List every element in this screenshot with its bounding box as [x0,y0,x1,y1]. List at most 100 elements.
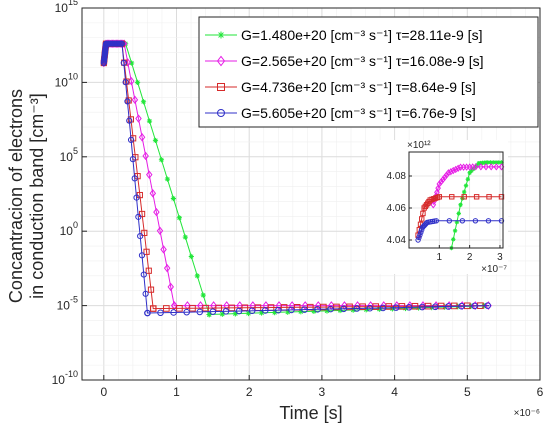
series-marker [306,303,314,311]
inset-series-marker [419,216,425,222]
series-marker [324,307,330,314]
series-marker [379,304,387,312]
series-marker [402,305,409,312]
inset-series-marker [485,218,492,224]
x-tick-label: 6 [537,385,544,399]
inset-series-marker [443,171,450,179]
series-marker [142,151,149,161]
series-marker [120,59,127,67]
series-marker [125,97,132,104]
inset-series-marker [440,175,446,184]
series-marker [137,232,144,240]
series-marker [248,307,256,315]
series-marker [167,282,174,292]
inset-series-marker [423,220,429,227]
series-marker [135,114,142,123]
inset-series-marker [415,237,421,243]
legend-label: G=1.480e+20 [cm⁻³ s⁻¹] τ=28.11e-9 [s] [241,27,482,43]
series-marker [170,309,177,316]
inset-series-marker [469,168,474,174]
inset-x-tick-label: 1 [437,252,443,263]
series-marker [156,226,164,235]
y-tick-label: 10-10 [52,369,78,387]
series-marker [182,234,188,240]
series-marker [170,301,178,311]
series-marker [164,176,171,182]
inset-series-marker [452,165,459,174]
x-tick-label: 1 [173,385,180,399]
series-marker [215,304,222,312]
x-axis-exponent: ×10⁻⁶ [514,408,540,419]
series-marker [189,304,196,312]
inset-series-marker [450,166,457,175]
series-marker [311,308,317,314]
y-tick-label: 10-5 [57,295,78,313]
inset-series-marker [488,160,493,165]
series-marker [258,310,265,316]
inset-series-marker [455,164,461,173]
plot-frame [81,7,541,381]
series-marker [209,308,217,315]
series-marker [122,79,129,86]
inset-series-marker [493,160,499,165]
series-marker [372,303,380,310]
y-tick-label: 105 [60,146,78,164]
series-marker [146,118,153,124]
x-tick-label: 4 [391,385,398,399]
inset-series-marker [445,169,452,177]
inset-series-marker [417,232,423,238]
inset-y-tick-label: 4.06 [387,203,407,214]
series-marker [200,292,206,298]
series-marker [144,309,151,317]
inset-series-marker [491,160,496,165]
series-marker [131,95,139,105]
inset-series-marker [449,194,455,200]
x-tick-label: 2 [246,385,253,399]
series-marker [188,253,194,260]
inset-y-exponent: ×10¹² [407,140,431,151]
inset-x-exponent: ×10⁻⁷ [481,264,507,275]
inset-series-marker [420,210,426,217]
inset-series-marker [493,163,500,171]
series-marker [288,306,295,314]
inset-series-marker [499,160,504,165]
series-marker [147,286,155,293]
series-marker [484,302,491,309]
series-marker [127,136,135,144]
series-marker [149,189,157,198]
series-marker [163,263,171,273]
series-marker [135,213,142,220]
series-marker [176,215,182,221]
inset-series-marker [496,160,501,165]
series-marker [141,229,148,237]
legend-marker [217,83,225,91]
inset-series-marker [472,218,479,224]
inset-series-marker [463,183,469,188]
inset-series-marker [448,167,454,176]
inset-series-marker [433,218,439,224]
series-marker [236,301,244,311]
series-marker [232,310,239,317]
inset-x-tick-label: 3 [497,252,503,263]
inset-series-marker [465,177,471,182]
series-marker [314,306,321,313]
y-tick-label: 1015 [55,0,78,15]
inset-series-marker [467,170,472,175]
inset-series-marker [436,194,443,200]
x-tick-label: 3 [319,385,326,399]
series-marker [128,60,135,66]
series-marker [284,309,291,315]
series-marker [196,308,204,316]
inset-series-marker [458,202,463,207]
series-group [100,39,492,318]
series-marker [138,133,146,142]
x-axis-label: Time [s] [279,403,342,423]
inset-series-marker [446,218,453,224]
legend-box [198,16,539,128]
inset-series-marker [483,163,489,171]
inset-series-marker [456,211,461,216]
series-marker [145,267,152,274]
series-marker [127,116,135,123]
series-marker [222,308,230,315]
legend-marker [216,55,226,67]
